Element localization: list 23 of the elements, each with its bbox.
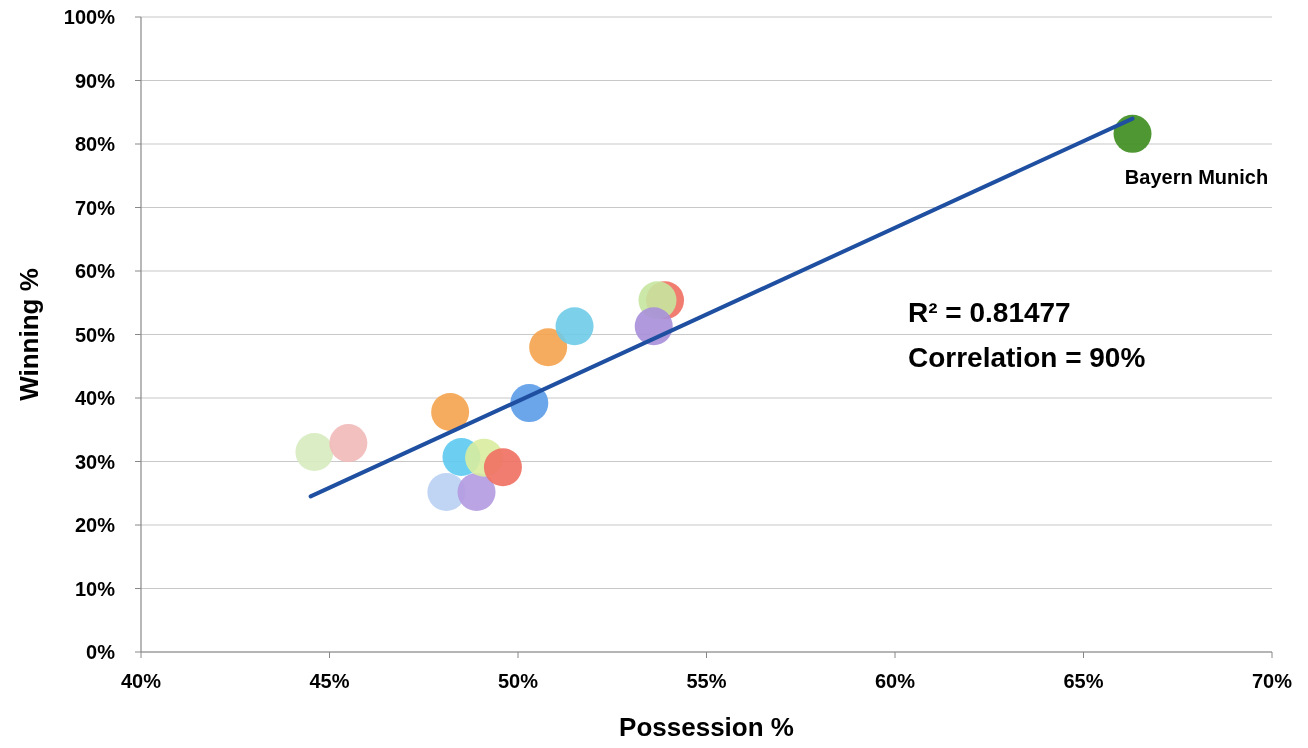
x-tick-label: 70% (1251, 670, 1293, 692)
y-tick-label: 70% (74, 196, 116, 219)
y-tick-label: 50% (74, 323, 116, 346)
annotation: Bayern Munich (1124, 165, 1269, 188)
annotation: Correlation = 90% (908, 342, 1146, 373)
x-tick-label: 55% (686, 670, 727, 692)
y-tick-label: 10% (74, 577, 116, 600)
x-tick-label: 45% (309, 670, 350, 692)
x-tick-label: 50% (497, 670, 539, 692)
y-tick-label: 30% (74, 450, 116, 473)
x-tick-label: 65% (1063, 670, 1104, 692)
y-tick-label: 60% (74, 260, 116, 282)
y-tick-label: 40% (74, 387, 116, 409)
x-tick-label: 40% (120, 670, 162, 692)
y-tick-label: 100% (63, 6, 116, 28)
annotation: R² = 0.81477 (908, 297, 1071, 328)
x-axis-title: Possession % (619, 712, 794, 742)
y-tick-label: 80% (74, 133, 116, 155)
y-tick-label: 0% (86, 641, 116, 663)
y-tick-label: 20% (74, 514, 116, 536)
x-tick-label: 60% (874, 670, 916, 692)
y-tick-label: 90% (74, 69, 116, 92)
y-axis-title: Winning % (14, 268, 44, 401)
